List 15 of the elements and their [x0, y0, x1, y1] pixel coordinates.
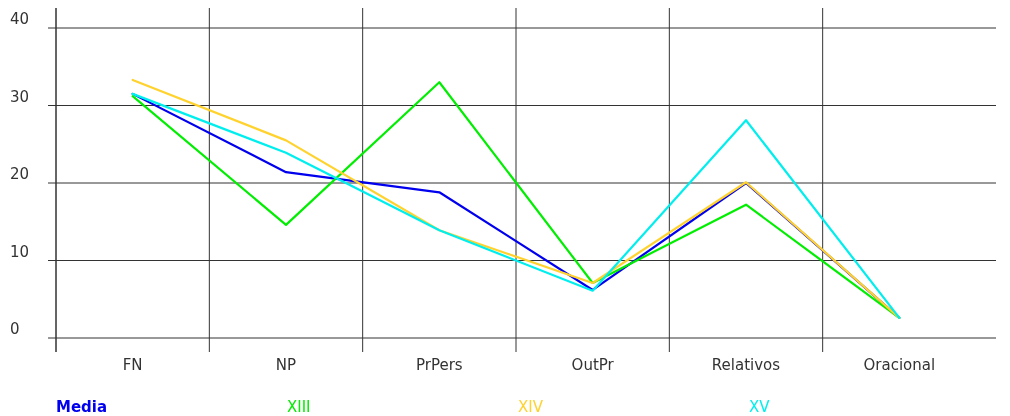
x-tick-label: FN	[122, 356, 143, 374]
y-tick-label: 20	[10, 165, 30, 183]
y-tick-label: 30	[10, 87, 30, 106]
text: Media	[56, 398, 108, 416]
x-tick-label: Relativos	[711, 356, 781, 374]
text: XIV	[518, 398, 544, 416]
text: XV	[749, 398, 771, 416]
y-tick-label: 0	[10, 320, 20, 338]
y-tick-label: 10	[10, 242, 30, 261]
x-tick-label: PrPers	[416, 356, 463, 374]
x-tick-label: OutPr	[571, 356, 615, 374]
y-tick-label: 40	[10, 10, 30, 28]
x-tick-label: NP	[275, 356, 297, 374]
text: XIII	[287, 398, 311, 416]
x-tick-label: Oracional	[863, 356, 936, 374]
